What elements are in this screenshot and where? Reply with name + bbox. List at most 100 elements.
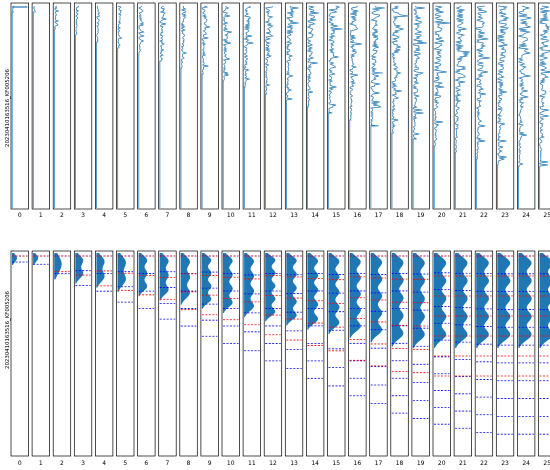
top-trace (306, 5, 319, 208)
bottom-profile (223, 253, 233, 313)
top-panel-20 (432, 2, 451, 210)
top-panel-frame (200, 2, 219, 210)
top-panel-frame (242, 2, 261, 210)
top-panel-2 (52, 2, 72, 210)
bottom-panel-8 (179, 250, 198, 457)
bottom-panel-frame (31, 250, 50, 457)
top-chart-ylabel: 20230410163516_KF005206 (5, 68, 11, 146)
top-panel-frame (116, 2, 135, 210)
top-tick-label: 16 (354, 212, 362, 219)
top-panel-frame (158, 2, 177, 210)
top-panel-frame (10, 2, 29, 210)
bottom-panel-3 (73, 250, 93, 457)
bottom-chart-ylabel: 20230410163516_KF005206 (5, 290, 11, 368)
top-panel-frame (390, 2, 409, 210)
bottom-tick-label: 23 (501, 460, 509, 467)
bottom-profile (476, 253, 489, 348)
top-trace (538, 5, 550, 208)
bottom-tick-label: 7 (166, 460, 170, 467)
bottom-panel-frame (73, 250, 93, 457)
bottom-panel-0 (10, 250, 29, 457)
top-tick-label: 24 (522, 212, 530, 219)
bottom-panel-21 (453, 250, 472, 457)
top-panel-frame (453, 2, 472, 210)
bottom-tick-label: 15 (332, 460, 340, 467)
bottom-tick-label: 5 (123, 460, 127, 467)
top-panel-frame (179, 2, 198, 210)
top-panel-frame (284, 2, 304, 210)
bottom-tick-label: 17 (375, 460, 383, 467)
top-trace (75, 5, 80, 208)
top-panel-frame (538, 2, 550, 210)
top-panel-frame (95, 2, 114, 210)
bottom-profile (159, 253, 169, 301)
top-panel-17 (369, 2, 388, 210)
top-trace (201, 5, 210, 208)
bottom-profile (370, 253, 383, 343)
top-panel-frame (348, 2, 367, 210)
bottom-panel-12 (263, 250, 283, 457)
top-trace (475, 5, 491, 208)
bottom-panel-17 (369, 250, 388, 457)
top-tick-label: 0 (18, 212, 22, 219)
top-tick-label: 9 (208, 212, 212, 219)
bottom-tick-label: 6 (144, 460, 148, 467)
bottom-tick-label: 24 (522, 460, 530, 467)
top-tick-label: 7 (166, 212, 170, 219)
top-panel-21 (453, 2, 472, 210)
bottom-profile (497, 253, 511, 348)
top-panel-23 (495, 2, 515, 210)
top-tick-label: 17 (375, 212, 383, 219)
bottom-profile (244, 253, 255, 318)
top-tick-label: 19 (417, 212, 425, 219)
top-trace (54, 5, 60, 208)
top-panel-frame (432, 2, 451, 210)
top-trace (454, 5, 471, 208)
bottom-tick-label: 16 (354, 460, 362, 467)
bottom-panel-5 (116, 250, 135, 457)
bottom-profile (180, 253, 191, 305)
top-panel-24 (517, 2, 536, 210)
top-tick-label: 23 (501, 212, 509, 219)
bottom-chart: 0 1 2 3 4 5 6 7 8 9 10 11 12 13 14 15 16 17 18 19 20 21 22 23 24… (10, 250, 550, 467)
top-trace (496, 5, 510, 208)
top-panel-22 (474, 2, 494, 210)
bottom-tick-label: 25 (543, 460, 550, 467)
top-panel-frame (31, 2, 50, 210)
top-tick-label: 18 (396, 212, 404, 219)
top-panel-1 (31, 2, 50, 210)
top-trace (117, 5, 123, 208)
top-trace (327, 5, 343, 208)
top-panel-frame (52, 2, 72, 210)
top-panel-10 (221, 2, 240, 210)
top-tick-label: 10 (227, 212, 235, 219)
bottom-profile (117, 253, 126, 292)
bottom-tick-label: 3 (81, 460, 85, 467)
top-trace (180, 5, 188, 208)
bottom-tick-label: 13 (290, 460, 298, 467)
bottom-panel-frame (10, 250, 29, 457)
bottom-panel-6 (137, 250, 156, 457)
bottom-panel-25 (538, 250, 550, 457)
top-panel-18 (390, 2, 409, 210)
bottom-tick-label: 2 (60, 460, 64, 467)
top-trace (159, 5, 167, 208)
top-tick-label: 2 (60, 212, 64, 219)
top-panel-8 (179, 2, 198, 210)
top-panel-frame (221, 2, 240, 210)
bottom-panel-1 (31, 250, 50, 457)
bottom-panel-frame (538, 250, 550, 457)
top-trace (32, 5, 36, 208)
top-trace (433, 5, 451, 208)
top-trace (285, 5, 299, 208)
top-panel-11 (242, 2, 261, 210)
top-panel-frame (263, 2, 283, 210)
top-trace (264, 5, 274, 208)
bottom-panel-16 (348, 250, 367, 457)
top-trace (96, 5, 101, 208)
bottom-profile (138, 253, 148, 297)
top-tick-label: 12 (269, 212, 277, 219)
bottom-tick-label: 21 (459, 460, 467, 467)
bottom-tick-label: 0 (18, 460, 22, 467)
bottom-profile (307, 253, 319, 330)
